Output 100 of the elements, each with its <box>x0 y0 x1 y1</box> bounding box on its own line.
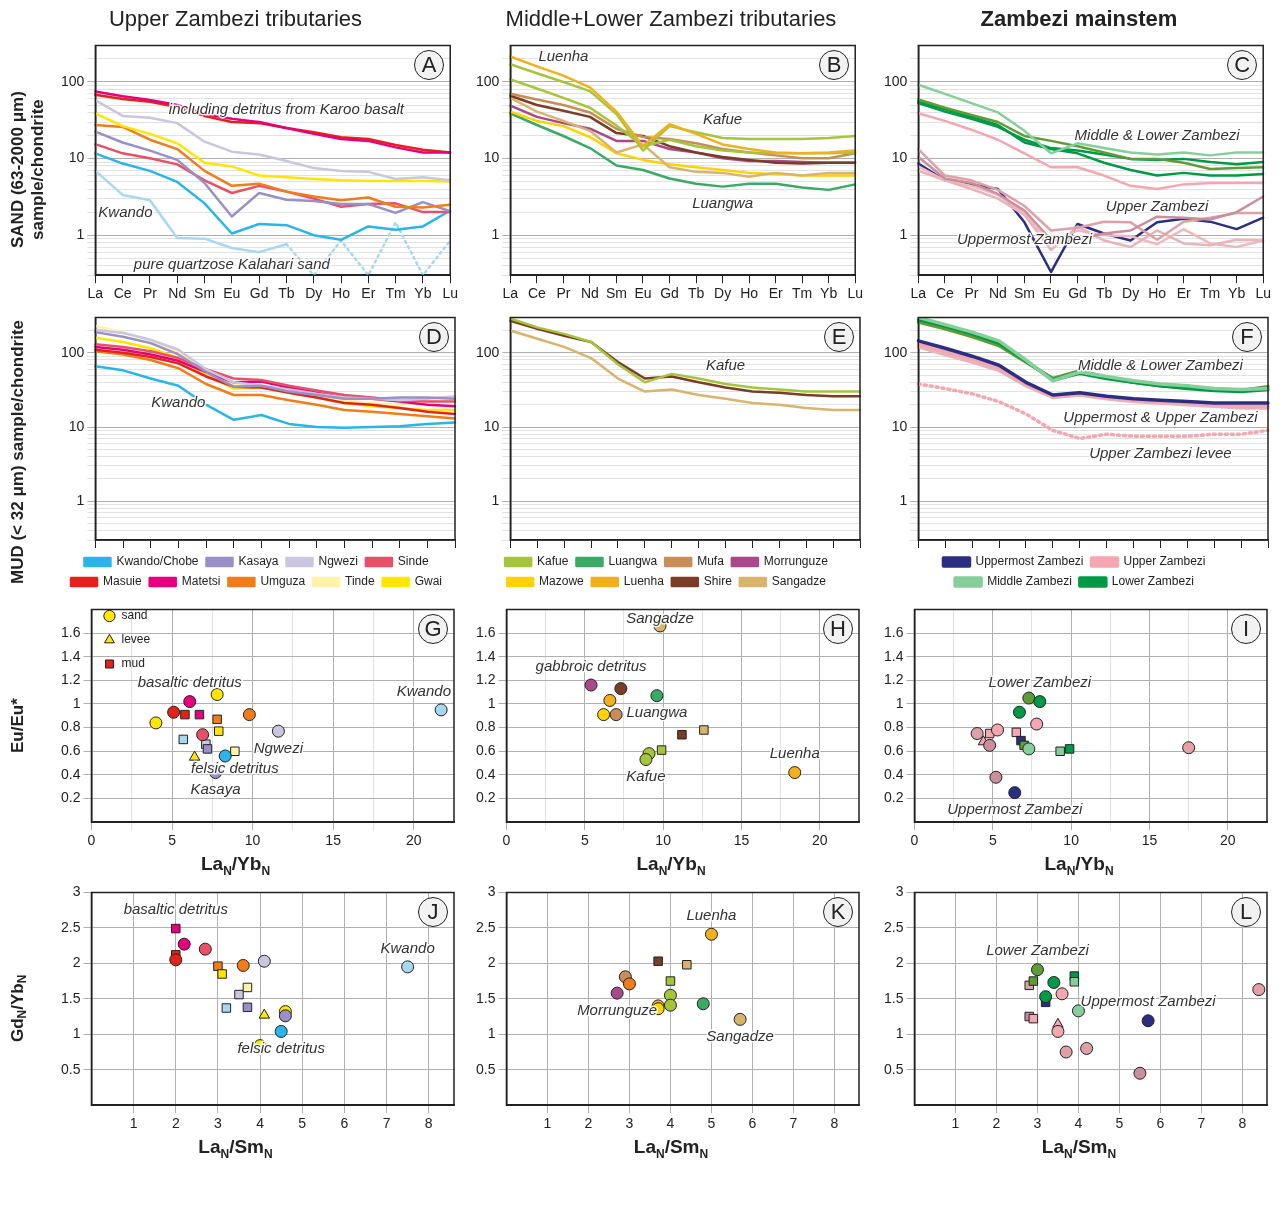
x-tick-label: Eu <box>634 285 652 302</box>
x-tick-label: Eu <box>1042 285 1060 302</box>
y-tick-label: 0.2 <box>883 789 904 806</box>
x-tick-label: La <box>910 285 927 302</box>
x-tick-label: La <box>502 285 519 302</box>
legend-label: mud <box>121 656 145 671</box>
annotation: Kafue <box>702 109 743 127</box>
x-tick-label: Sm <box>605 285 627 302</box>
y-tick-label: 0.6 <box>883 742 904 759</box>
legend-label: Mazowe <box>539 574 585 589</box>
x-tick-label: Gd <box>660 285 679 302</box>
y-tick-label: 1 <box>491 226 500 243</box>
y-axis-title: MUD (< 32 μm) sample/chondrite <box>8 319 28 587</box>
annotation: felsic detritus <box>191 758 280 776</box>
x-axis-title: La$_{N}$/Sm$_{N}$ <box>632 1136 710 1163</box>
legend-label: Masuie <box>103 574 143 589</box>
x-tick-label: Tm <box>792 285 813 302</box>
y-tick-label: 0.6 <box>475 742 496 759</box>
chart-subtitle: I <box>1231 614 1261 645</box>
x-tick-label: 4 <box>666 1115 675 1132</box>
y-tick-label: 0.2 <box>475 789 496 806</box>
x-tick-label: Nd <box>580 285 599 302</box>
chart-subtitle: J <box>418 897 448 928</box>
annotation: Kafue <box>705 355 746 373</box>
y-tick-label: 1.5 <box>475 989 496 1006</box>
y-tick-label: 1.5 <box>60 989 81 1006</box>
annotation: Upper Zambezi levee <box>1089 443 1232 461</box>
x-tick-label: 5 <box>580 832 589 849</box>
x-tick-label: Lu <box>1255 285 1271 302</box>
y-tick-label: 1.2 <box>60 671 81 688</box>
x-tick-label: Tm <box>385 285 406 302</box>
annotation: Kwando <box>98 202 153 220</box>
annotation: Uppermost Zambezi <box>1080 992 1217 1010</box>
y-tick-label: 10 <box>891 417 908 434</box>
y-tick-label: 10 <box>68 417 85 434</box>
annotation: Lower Zambezi <box>988 673 1092 691</box>
legend-label: sand <box>121 608 148 623</box>
x-tick-label: 2 <box>584 1115 593 1132</box>
legend-label: Sangadze <box>771 574 827 589</box>
y-tick-label: 100 <box>476 72 500 89</box>
y-tick-label: 1 <box>487 1025 496 1042</box>
y-tick-label: 1 <box>72 694 81 711</box>
legend-label: Tinde <box>345 574 375 589</box>
x-tick-label: 1 <box>543 1115 552 1132</box>
annotation: Uppermost & Upper Zambezi <box>1063 407 1259 425</box>
annotation: Kasaya <box>190 780 241 798</box>
annotation: basaltic detritus <box>137 673 243 691</box>
chart-subtitle: B <box>819 50 850 81</box>
y-tick-label: 1 <box>899 492 908 509</box>
x-tick-label: Ho <box>740 285 759 302</box>
y-tick-label: 100 <box>476 343 500 360</box>
legend-label: Middle Zambezi <box>987 574 1072 589</box>
y-tick-label: 1.4 <box>60 647 81 664</box>
x-tick-label: 5 <box>298 1115 307 1132</box>
y-tick-label: 1.2 <box>475 671 496 688</box>
y-tick-label: 0.8 <box>475 718 496 735</box>
x-tick-label: Yb <box>820 285 838 302</box>
x-tick-label: 4 <box>256 1115 265 1132</box>
x-tick-label: 7 <box>789 1115 798 1132</box>
y-tick-label: 100 <box>61 72 85 89</box>
x-tick-label: 10 <box>655 832 672 849</box>
x-tick-label: Dy <box>305 285 323 302</box>
x-tick-label: Lu <box>847 285 863 302</box>
x-tick-label: Pr <box>964 285 979 302</box>
x-tick-label: Lu <box>442 285 458 302</box>
x-tick-label: 15 <box>325 832 342 849</box>
y-tick-label: 3 <box>895 883 904 900</box>
annotation: Kafue <box>626 767 666 785</box>
x-tick-label: 5 <box>1115 1115 1124 1132</box>
x-tick-label: Er <box>361 285 376 302</box>
annotation: Lower Zambezi <box>986 941 1090 959</box>
x-tick-label: Sm <box>1013 285 1035 302</box>
annotation: Kwando <box>151 393 206 411</box>
x-tick-label: Pr <box>142 285 158 302</box>
annotation: Sangadze <box>706 1027 774 1045</box>
annotation: Luangwa <box>626 703 688 721</box>
x-tick-label: 6 <box>340 1115 349 1132</box>
x-tick-label: 8 <box>424 1115 433 1132</box>
y-tick-label: 0.4 <box>883 765 904 782</box>
y-tick-label: 0.6 <box>60 742 81 759</box>
annotation: Middle & Lower Zambezi <box>1077 355 1244 373</box>
y-tick-label: 1 <box>76 226 85 243</box>
legend-label: Shire <box>703 574 733 589</box>
y-tick-label: 10 <box>891 149 908 166</box>
y-tick-label: 100 <box>884 343 908 360</box>
x-tick-label: 0 <box>502 832 511 849</box>
chart-subtitle: F <box>1232 322 1262 353</box>
x-axis-title: La$_{N}$/Sm$_{N}$ <box>197 1136 274 1163</box>
y-tick-label: 2 <box>895 954 904 971</box>
y-tick-label: 1 <box>895 694 904 711</box>
x-tick-label: Nd <box>168 285 187 302</box>
y-tick-label: 0.5 <box>475 1060 496 1077</box>
y-tick-label: 0.5 <box>883 1060 904 1077</box>
y-tick-label: 1.6 <box>883 623 904 640</box>
x-tick-label: 15 <box>733 832 750 849</box>
y-tick-label: 1.6 <box>475 623 496 640</box>
annotation: Sangadze <box>626 609 694 627</box>
x-tick-label: Ho <box>332 285 351 302</box>
x-tick-label: Nd <box>988 285 1007 302</box>
annotation: Middle & Lower Zambezi <box>1074 126 1241 144</box>
